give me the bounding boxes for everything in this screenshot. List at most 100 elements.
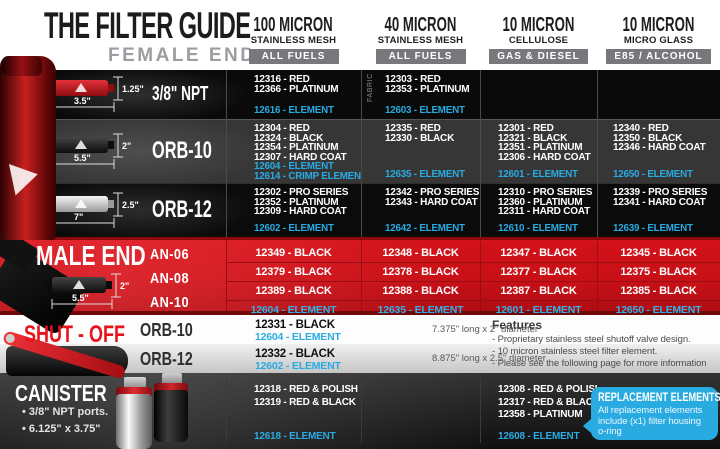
row-label-cell: 2" 5.5" ORB-10 xyxy=(38,119,226,183)
part-number: 12324 - BLACK xyxy=(254,132,324,144)
table-cell xyxy=(361,374,480,449)
part-number: 12389 - BLACK xyxy=(255,285,332,297)
part-number: 12388 - BLACK xyxy=(382,285,459,297)
element-number: 12610 - ELEMENT xyxy=(498,223,578,235)
svg-text:1.25": 1.25" xyxy=(122,84,144,94)
row-label-cell: 1.25" 3.5" 3/8" NPT xyxy=(38,70,226,119)
svg-text:2": 2" xyxy=(122,141,131,151)
elements-group: 12639 - ELEMENT xyxy=(613,224,720,234)
part-number: 12360 - PLATINUM xyxy=(498,196,583,208)
column-micron-label: 10 MICRON xyxy=(502,14,575,36)
part-number: 12342 - PRO SERIES xyxy=(385,187,480,198)
part-number: 12306 - HARD COAT xyxy=(498,151,591,163)
element-number: 12601 - ELEMENT xyxy=(498,169,578,181)
parts-group: 12342 - PRO SERIES 12343 - HARD COAT xyxy=(385,188,480,207)
male-row-separator xyxy=(226,300,720,301)
canister-cells: 12318 - RED & POLISH 12319 - RED & BLACK 1… xyxy=(226,374,597,449)
part-number: 12304 - RED xyxy=(254,123,310,134)
element-number: 12650 - ELEMENT xyxy=(613,169,693,181)
part-number: 12301 - RED xyxy=(498,123,554,134)
part-number: 12379 - BLACK xyxy=(255,266,332,278)
column-divider xyxy=(226,70,227,237)
part-number: 12340 - RED xyxy=(613,123,669,134)
elements-group: 12618 - ELEMENT xyxy=(254,431,361,444)
red-filter-product-photo xyxy=(0,56,56,240)
elements-group: 12610 - ELEMENT xyxy=(498,224,597,234)
feature-item: - Please see the following page for more… xyxy=(492,358,707,369)
table-cell: 12339 - PRO SERIES 12341 - HARD COAT 12639… xyxy=(597,183,720,237)
elements-group: 12635 - ELEMENT xyxy=(385,170,480,180)
part-number: 12309 - HARD COAT xyxy=(254,206,347,218)
part-number: 12321 - BLACK xyxy=(498,132,568,144)
row-label-cell: 2.5" 7" ORB-12 xyxy=(38,183,226,237)
elements-group: 12604 - ELEMENT 12614 - CRIMP ELEMENT xyxy=(254,162,361,181)
feature-item: - 10 micron stainless steel filter eleme… xyxy=(492,346,658,357)
part-number: 12366 - PLATINUM xyxy=(254,83,339,95)
part-number: 12346 - HARD COAT xyxy=(613,142,706,154)
part-number: 12350 - BLACK xyxy=(613,132,683,144)
column-divider xyxy=(361,70,362,237)
page-title: THE FILTER GUIDE xyxy=(44,5,251,46)
female-end-heading: FEMALE END xyxy=(108,45,257,66)
column-media-label: MICRO GLASS xyxy=(623,35,694,46)
row-label: 3/8" NPT xyxy=(152,83,209,105)
elements-group: 12642 - ELEMENT xyxy=(385,224,480,234)
parts-group: 12301 - RED 12321 - BLACK 12351 - PLATINUM… xyxy=(498,124,597,162)
part-number: 12331 - BLACK xyxy=(255,319,335,331)
column-divider xyxy=(361,377,362,443)
filter-thumbnail-black: 2" 5.5" xyxy=(48,127,152,176)
part-number: 12358 - PLATINUM xyxy=(498,409,583,420)
column-media-label: STAINLESS MESH xyxy=(377,35,464,46)
features-block: Features - Proprietary stainless steel s… xyxy=(492,318,707,370)
canister-bullet: • 3/8" NPT ports. xyxy=(22,406,109,418)
shutoff-row-label: ORB-12 xyxy=(140,349,193,369)
part-number: 12343 - HARD COAT xyxy=(385,196,478,208)
part-number: 12330 - BLACK xyxy=(385,132,455,144)
part-number: 12345 - BLACK xyxy=(620,247,697,259)
male-row: 12379 - BLACK 12378 - BLACK 12377 - BLACK 1… xyxy=(226,263,720,281)
replacement-elements-callout: REPLACEMENT ELEMENTS All replacement ele… xyxy=(583,387,720,440)
column-divider xyxy=(480,377,481,443)
canister-bullet: • 6.125" x 3.75" xyxy=(22,423,101,435)
table-cell: 12301 - RED 12321 - BLACK 12351 - PLATINUM… xyxy=(480,119,597,183)
size-note: 8.875" long x 2.5" diameter xyxy=(432,353,546,364)
part-number: 12341 - HARD COAT xyxy=(613,196,706,208)
column-divider xyxy=(480,70,481,237)
table-cell: 12302 - PRO SERIES 12352 - PLATINUM 12309 … xyxy=(226,183,361,237)
table-cell: 12310 - PRO SERIES 12360 - PLATINUM 12311 … xyxy=(480,183,597,237)
female-row: 2.5" 7" ORB-12 12302 - PRO SERIES 12352 - PL… xyxy=(38,183,720,237)
elements-group: 12616 - ELEMENT xyxy=(254,106,361,116)
svg-text:2.5": 2.5" xyxy=(122,200,139,210)
column-media-label: STAINLESS MESH xyxy=(250,35,337,46)
elements-group: 12650 - ELEMENT xyxy=(613,170,720,180)
column-divider xyxy=(361,241,362,311)
part-number: 12316 - RED xyxy=(254,74,310,85)
part-number: 12351 - PLATINUM xyxy=(498,142,583,154)
part-number: 12303 - RED xyxy=(385,74,441,85)
element-number: 12601 - ELEMENT xyxy=(495,304,582,316)
canister-bracket xyxy=(124,377,146,388)
column-micron-label: 100 MICRON xyxy=(253,14,334,36)
part-number: 12387 - BLACK xyxy=(500,285,577,297)
male-end-section-background xyxy=(0,237,720,315)
column-divider xyxy=(226,377,227,443)
element-number: 12639 - ELEMENT xyxy=(613,223,693,235)
an-row-label: AN-08 xyxy=(150,270,189,287)
svg-text:7": 7" xyxy=(74,212,83,222)
column-header: 40 MICRON STAINLESS MESH ALL FUELS xyxy=(361,0,480,68)
fuel-type-badge: ALL FUELS xyxy=(375,49,466,64)
part-number: 12353 - PLATINUM xyxy=(385,83,470,95)
elements-group: 12602 - ELEMENT xyxy=(254,224,361,234)
table-cell: 12335 - RED 12330 - BLACK 12635 - ELEMENT xyxy=(361,119,480,183)
column-header: 10 MICRON MICRO GLASS E85 / ALCOHOL xyxy=(597,0,720,68)
female-row: 1.25" 3.5" 3/8" NPT 12316 - RED 12366 - PLAT… xyxy=(38,70,720,119)
part-number: 12348 - BLACK xyxy=(382,247,459,259)
row-label: ORB-10 xyxy=(152,137,212,164)
column-micron-label: 10 MICRON xyxy=(622,14,695,36)
part-number: 12319 - RED & BLACK xyxy=(254,396,356,408)
canister-red-cap xyxy=(154,383,188,392)
male-section-top-edge xyxy=(0,237,720,240)
elements-group: 12603 - ELEMENT xyxy=(385,106,480,116)
filter-thumbnail-black: 2" 5.5" xyxy=(46,267,150,316)
